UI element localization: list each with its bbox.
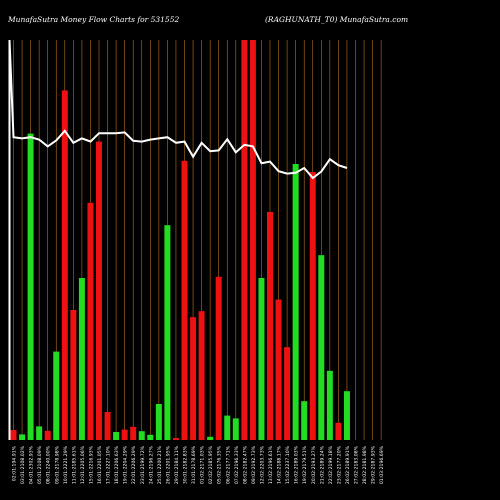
flow-bar — [232, 418, 239, 440]
x-tick-label: 05:01:2108.09% — [37, 445, 43, 484]
x-tick-label: 08:02:2182.47% — [242, 445, 248, 484]
flow-bar — [326, 370, 333, 440]
x-tick-label: 16:02:2189.03% — [294, 445, 300, 484]
x-tick-label: 22:01:2206.29% — [131, 445, 137, 484]
x-tick-label: 01:02:2171.03% — [200, 445, 206, 484]
x-tick-label: 24:01:2196.27% — [148, 445, 154, 484]
x-tick-label: 21:02:2189.24% — [319, 445, 325, 484]
x-tick-label: 26:02:2189.91% — [345, 445, 351, 484]
flow-bar — [318, 255, 325, 440]
flow-bar — [87, 202, 94, 440]
flow-bar — [61, 90, 68, 441]
flow-bar — [241, 40, 248, 440]
x-tick-label: 16:01:2201.05% — [97, 445, 103, 484]
x-tick-label: 25:01:2200.21% — [157, 445, 163, 484]
flow-bar — [104, 412, 111, 440]
x-tick-label: 29:02:2187.93% — [371, 445, 377, 484]
flow-bar — [181, 160, 188, 441]
x-tick-label: 23:01:2199.72% — [140, 445, 146, 484]
x-tick-label: 12:02:2203.73% — [259, 445, 265, 484]
x-tick-label: 06:02:2177.71% — [225, 445, 231, 484]
x-tick-label: 23:02:2177.20% — [336, 445, 342, 484]
x-tick-label: 29:01:2184.11% — [174, 445, 180, 484]
grid-lines — [13, 40, 382, 440]
x-tick-label: 11:01:2185.61% — [71, 445, 77, 484]
flow-bar — [138, 431, 145, 440]
title-left: MunafaSutra Money Flow Charts for 531552 — [8, 15, 180, 24]
x-tick-label: 12:01:2205.06% — [80, 445, 86, 484]
flow-bar — [343, 391, 350, 440]
x-tick-label: 02:02:2185.95% — [208, 445, 214, 484]
flow-bar — [70, 310, 77, 440]
x-tick-label: 22:02:2199.18% — [328, 445, 334, 484]
x-tick-labels: 02:01:194.91% 03:01:2108.02% 04:01:2302.93… — [12, 445, 386, 484]
flow-bar — [113, 432, 120, 440]
x-tick-label: 14:02:2188.17% — [277, 445, 283, 484]
x-tick-label: 02:01:194.91% — [12, 445, 18, 481]
flow-bar — [78, 278, 85, 440]
flow-bar — [155, 404, 162, 440]
x-tick-label: 01:03:2196.69% — [379, 445, 385, 484]
x-tick-label: 08:01:2240.00% — [46, 445, 52, 484]
x-tick-label: 27:02:2183.08% — [354, 445, 360, 484]
flow-bar — [198, 311, 205, 440]
chart-title: MunafaSutra Money Flow Charts for 531552… — [8, 15, 492, 27]
flow-bar — [44, 430, 51, 440]
flow-bar — [309, 172, 316, 440]
flow-bar — [284, 347, 291, 440]
x-tick-label: 09:01:2178.98% — [54, 445, 60, 484]
flow-bar — [53, 351, 60, 440]
x-tick-label: 19:01:2204.29% — [123, 445, 129, 484]
flow-bar — [10, 430, 17, 440]
flow-bar — [164, 225, 171, 440]
x-tick-label: 09:02:2192.73% — [251, 445, 257, 484]
flow-bar — [249, 40, 256, 440]
title-right: (RAGHUNATH_T0) MunafaSutra.com — [265, 15, 409, 24]
flow-bar — [172, 438, 179, 440]
x-tick-label: 31:01:2178.69% — [191, 445, 197, 484]
x-tick-label: 03:01:2108.02% — [20, 445, 26, 484]
trend-line — [8, 39, 348, 440]
x-tick-label: 04:01:2302.93% — [29, 445, 35, 484]
x-tick-label: 28:02:2181.98% — [362, 445, 368, 484]
x-tick-label: 05:02:2176.35% — [217, 445, 223, 484]
trend-line-group — [8, 39, 348, 440]
x-tick-label: 19:02:2179.51% — [302, 445, 308, 484]
flow-bar — [36, 426, 43, 440]
flow-bar — [130, 426, 137, 440]
flow-bar — [301, 401, 308, 440]
flow-bar — [224, 415, 231, 440]
x-tick-label: 15:02:2237.10% — [285, 445, 291, 484]
flow-bar — [96, 141, 102, 440]
x-tick-label: 20:02:2193.27% — [311, 445, 317, 484]
x-tick-label: 10:01:2221.29% — [63, 445, 69, 484]
x-tick-label: 15:01:2216.93% — [88, 445, 94, 484]
x-tick-label: 17:01:2227.10% — [106, 445, 112, 484]
flow-bar — [121, 429, 128, 440]
x-tick-label: 30:01:2182.83% — [183, 445, 189, 484]
x-tick-label: 07:02:2196.33% — [234, 445, 240, 484]
flow-bar — [258, 278, 265, 440]
flow-bar — [267, 212, 273, 440]
flow-bar — [215, 276, 222, 440]
flow-bar — [292, 164, 299, 440]
flow-bar — [147, 434, 154, 440]
x-tick-label: 13:02:2196.61% — [268, 445, 274, 484]
flow-bar — [19, 434, 26, 440]
x-tick-label: 18:01:2206.63% — [114, 445, 120, 484]
x-tick-label: 26:01:2201.95% — [165, 445, 171, 484]
flow-bars — [10, 40, 350, 441]
flow-bar — [190, 317, 197, 440]
flow-bar — [335, 422, 342, 440]
flow-bar — [207, 436, 214, 440]
flow-bar — [275, 299, 282, 440]
flow-bar — [27, 133, 34, 440]
